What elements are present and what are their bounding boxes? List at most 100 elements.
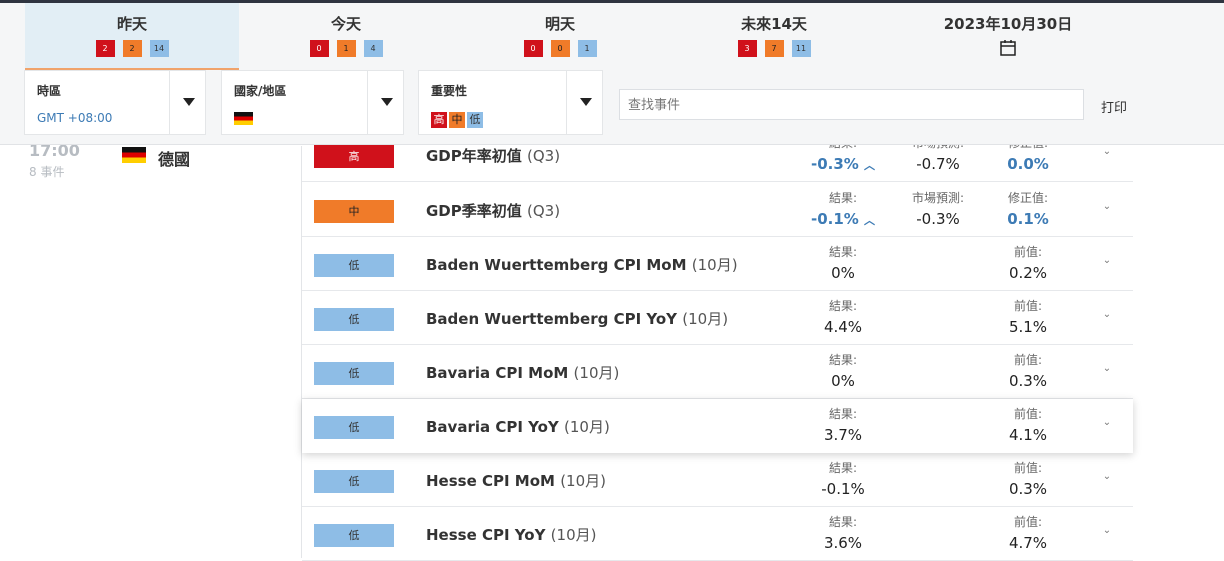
low-importance-tag[interactable]: 低: [467, 112, 483, 128]
tab-label: 2023年10月30日: [943, 15, 1073, 33]
previous-label: 修正值:: [1007, 191, 1049, 205]
event-name: Hesse CPI MoM (10月): [426, 470, 606, 491]
actual-value: 3.6%: [823, 534, 863, 552]
divider: [301, 146, 302, 558]
actual-label: 結果:: [828, 191, 858, 205]
event-count: 8 事件: [29, 165, 65, 179]
tab-label: 未來14天: [741, 15, 807, 33]
medium-count-badge: 0: [550, 40, 570, 57]
event-title: GDP季率初值: [426, 202, 522, 220]
actual-column: 結果: 0%: [798, 351, 888, 390]
event-row[interactable]: 低 Baden Wuerttemberg CPI MoM (10月) 結果: 0%…: [302, 237, 1133, 291]
event-title: Baden Wuerttemberg CPI MoM: [426, 256, 687, 274]
tab-counts: 2 2 14: [25, 40, 239, 57]
high-importance-tag[interactable]: 高: [431, 112, 447, 128]
search-input[interactable]: 查找事件: [619, 89, 1084, 120]
germany-flag-icon: [122, 147, 146, 163]
event-row[interactable]: 低 Baden Wuerttemberg CPI YoY (10月) 結果: 4.…: [302, 291, 1133, 345]
actual-label: 結果:: [828, 353, 858, 367]
event-period: (10月): [560, 472, 606, 490]
event-name: Bavaria CPI MoM (10月): [426, 362, 619, 383]
importance-filter[interactable]: 重要性 高 中 低: [418, 70, 603, 135]
actual-label: 結果:: [828, 407, 858, 421]
actual-value: 4.4%: [823, 318, 863, 336]
previous-column: 修正值: 0.1%: [983, 189, 1073, 228]
event-row[interactable]: 低 Bavaria CPI YoY (10月) 結果: 3.7% 前值: 4.1% …: [302, 399, 1133, 453]
timezone-value: GMT +08:00: [37, 111, 113, 125]
previous-value: 0.3%: [1008, 480, 1048, 498]
actual-value: -0.3%: [810, 155, 859, 173]
low-count-badge: 14: [149, 40, 169, 57]
medium-count-badge: 7: [764, 40, 784, 57]
forecast-column: 市場預測: -0.3%: [893, 189, 983, 228]
country-filter[interactable]: 國家/地區: [221, 70, 404, 135]
chevron-down-icon[interactable]: ⌄: [1102, 417, 1112, 428]
caret-down-icon[interactable]: [183, 98, 195, 106]
event-row[interactable]: 低 Hesse CPI MoM (10月) 結果: -0.1% 前值: 0.3% ⌄: [302, 453, 1133, 507]
chevron-down-icon[interactable]: ⌄: [1102, 201, 1112, 212]
actual-column: 結果: 3.7%: [798, 405, 888, 444]
importance-badge: 低: [314, 308, 394, 331]
previous-value: 0.2%: [1008, 264, 1048, 282]
low-count-badge: 1: [577, 40, 597, 57]
previous-column: 前值: 5.1%: [983, 297, 1073, 336]
filter-label: 國家/地區: [234, 84, 287, 98]
actual-column: 結果: 3.6%: [798, 513, 888, 552]
previous-label: 前值:: [1013, 461, 1043, 475]
previous-column: 前值: 4.1%: [983, 405, 1073, 444]
actual-column: 結果: 4.4%: [798, 297, 888, 336]
arrow-up-icon: ︿: [864, 214, 876, 227]
germany-flag-icon: [234, 112, 253, 125]
tab-next-14-days[interactable]: 未來14天 3 7 11: [667, 3, 881, 70]
caret-down-icon[interactable]: [381, 98, 393, 106]
event-period: (10月): [573, 364, 620, 382]
chevron-down-icon[interactable]: ⌄: [1102, 471, 1112, 482]
high-count-badge: 0: [309, 40, 329, 57]
print-button[interactable]: 打印: [1101, 101, 1128, 116]
divider: [566, 71, 567, 134]
tab-label: 今天: [330, 15, 361, 33]
event-row[interactable]: 低 Hesse CPI YoY (10月) 結果: 3.6% 前值: 4.7% ⌄: [302, 507, 1133, 561]
day-tabs: 昨天 2 2 14 今天 0 1 4 明天 0 0 1 未來14天: [25, 3, 1221, 70]
event-title: GDP年率初值: [426, 147, 522, 165]
event-name: Hesse CPI YoY (10月): [426, 524, 596, 545]
caret-down-icon[interactable]: [580, 98, 592, 106]
actual-value: 0%: [831, 372, 855, 390]
actual-label: 結果:: [828, 245, 858, 259]
tab-yesterday[interactable]: 昨天 2 2 14: [25, 3, 239, 70]
tab-tomorrow[interactable]: 明天 0 0 1: [453, 3, 667, 70]
medium-count-badge: 2: [122, 40, 142, 57]
previous-label: 前值:: [1013, 515, 1043, 529]
event-title: Baden Wuerttemberg CPI YoY: [426, 310, 678, 328]
tab-today[interactable]: 今天 0 1 4: [239, 3, 453, 70]
event-name: Baden Wuerttemberg CPI YoY (10月): [426, 308, 728, 329]
divider: [169, 71, 170, 134]
actual-value: -0.1%: [810, 210, 859, 228]
previous-label: 前值:: [1013, 299, 1043, 313]
previous-value: 5.1%: [1008, 318, 1048, 336]
event-name: Bavaria CPI YoY (10月): [426, 416, 610, 437]
event-row[interactable]: 低 Bavaria CPI MoM (10月) 結果: 0% 前值: 0.3% ⌄: [302, 345, 1133, 399]
previous-label: 前值:: [1013, 353, 1043, 367]
previous-label: 前值:: [1013, 245, 1043, 259]
timezone-filter[interactable]: 時區 GMT +08:00: [24, 70, 206, 135]
tab-date-picker[interactable]: 2023年10月30日: [881, 3, 1135, 70]
actual-value-wrap: -0.3% ︿: [798, 155, 888, 173]
high-count-badge: 2: [95, 40, 115, 57]
event-name: GDP季率初值 (Q3): [426, 200, 560, 221]
chevron-down-icon[interactable]: ⌄: [1102, 525, 1112, 536]
actual-value: -0.1%: [821, 480, 865, 498]
chevron-down-icon[interactable]: ⌄: [1102, 309, 1112, 320]
top-border: [0, 0, 1224, 3]
chevron-down-icon[interactable]: ⌄: [1102, 363, 1112, 374]
event-title: Hesse CPI MoM: [426, 472, 555, 490]
importance-badge: 中: [314, 200, 394, 223]
actual-label: 結果:: [828, 515, 858, 529]
medium-importance-tag[interactable]: 中: [449, 112, 465, 128]
event-title: Bavaria CPI MoM: [426, 364, 569, 382]
event-row[interactable]: 中 GDP季率初值 (Q3) 結果: -0.1% ︿ 市場預測: -0.3% 修正值…: [302, 183, 1133, 237]
previous-value: 0.0%: [1007, 155, 1049, 173]
chevron-down-icon[interactable]: ⌄: [1102, 255, 1112, 266]
tab-label: 昨天: [116, 15, 147, 33]
chevron-down-icon[interactable]: ⌄: [1102, 146, 1112, 157]
